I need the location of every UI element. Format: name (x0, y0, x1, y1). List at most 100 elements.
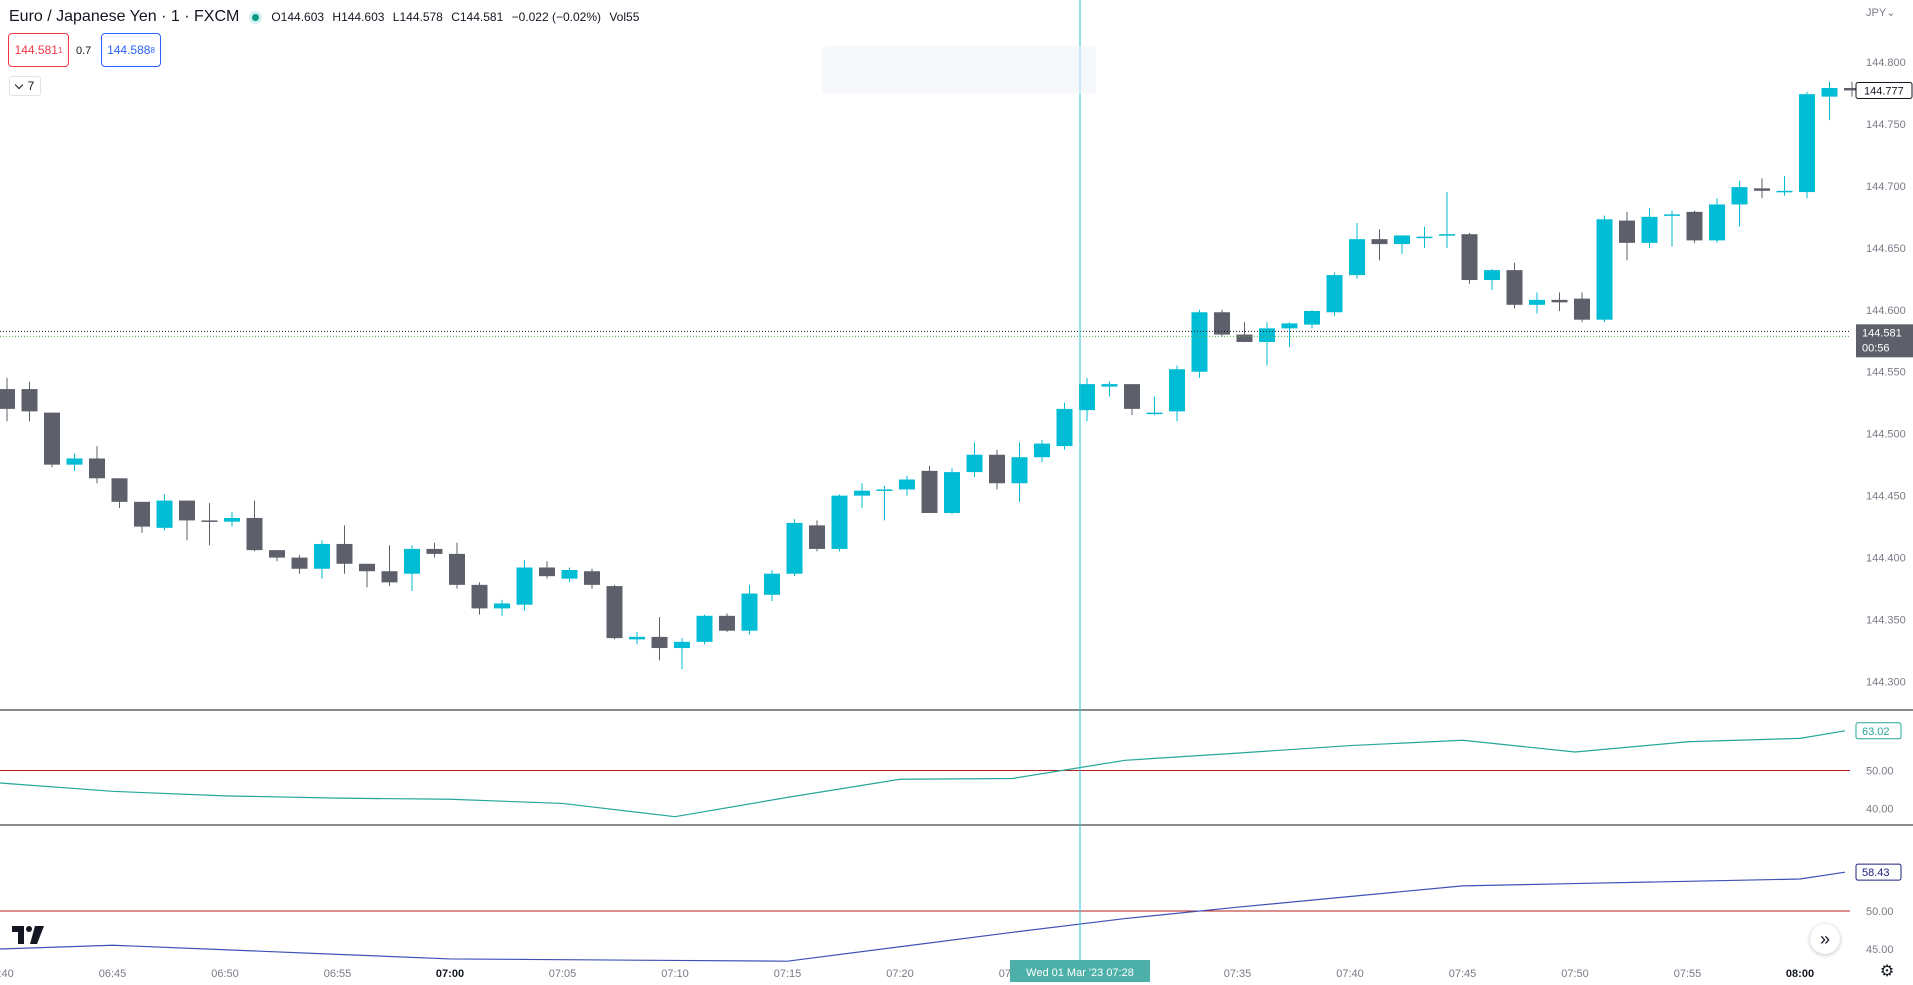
high-value: H144.603 (332, 10, 385, 24)
candle-body (899, 479, 915, 490)
candle-body (1079, 384, 1095, 411)
candle-body (651, 636, 668, 649)
candle-body (719, 615, 735, 631)
candle-body (1236, 334, 1253, 342)
candle-body (561, 569, 578, 579)
buy-price-sup: 8 (150, 45, 155, 55)
candle-body (1551, 299, 1568, 303)
fullscreen-toast (822, 46, 1096, 94)
sell-price: 144.581 (14, 43, 58, 57)
sell-price-sup: 1 (57, 45, 63, 55)
double-chevron-right-icon: » (1819, 928, 1830, 949)
buy-button[interactable]: 144.588 8 (101, 33, 161, 67)
candle-body (944, 472, 960, 513)
countdown-label: 00:56 (1862, 342, 1890, 354)
chevron-down-icon (14, 80, 23, 89)
candle-body (786, 522, 803, 574)
candle-body (1641, 216, 1658, 243)
candle-body (1529, 299, 1545, 305)
sell-button[interactable]: 144.581 1 (8, 33, 69, 67)
close-value: C144.581 (451, 10, 504, 24)
market-status-icon[interactable] (249, 10, 263, 24)
candle-body (111, 478, 128, 502)
candle-body (1776, 190, 1793, 193)
candle-body (674, 641, 690, 649)
price-axis-label: 144.700 (1866, 181, 1906, 193)
time-axis-label: 06:40 (0, 968, 14, 980)
rsi-fast-line (0, 730, 1846, 818)
candle-body (269, 550, 285, 558)
candle-body (1439, 234, 1455, 236)
currency-text: JPY (1866, 7, 1887, 19)
candle-body (1371, 239, 1388, 245)
change-value: −0.022 (−0.02%) (511, 10, 601, 24)
candle-body (1056, 408, 1073, 447)
price-axis-label: 144.450 (1866, 491, 1906, 503)
time-axis-label: 07:00 (436, 968, 464, 980)
candle-body (1214, 312, 1230, 335)
price-marker-label: 144.777 (1864, 85, 1904, 97)
candle-body (156, 500, 173, 528)
candle-body (1731, 187, 1748, 205)
indicators-toggle-button[interactable]: 7 (9, 76, 41, 96)
candle-body (516, 567, 533, 605)
candle-body (449, 553, 465, 585)
price-axis-label: 144.400 (1866, 553, 1906, 565)
candle-body (89, 458, 105, 479)
time-axis-label: 07:15 (774, 968, 802, 980)
candle-body (921, 470, 938, 513)
crosshair-date-label: Wed 01 Mar '23 07:28 (1026, 967, 1134, 979)
buy-price: 144.588 (107, 43, 151, 57)
candle-body (291, 557, 308, 569)
rsi-fast-value-label: 63.02 (1862, 726, 1890, 738)
candle-body (1101, 384, 1118, 387)
spread-value: 0.7 (76, 45, 92, 57)
candle-body (629, 636, 645, 640)
rsi-slow-value-box (1855, 863, 1902, 881)
candle-body (696, 615, 713, 642)
candle-body (1619, 220, 1635, 243)
candle-body (314, 543, 330, 569)
time-axis-label: 06:45 (99, 968, 127, 980)
price-axis-label: 144.500 (1866, 429, 1906, 441)
candle-body (1506, 270, 1523, 305)
settings-gear-icon[interactable]: ⚙ (1879, 963, 1895, 980)
candle-body (1326, 275, 1343, 313)
rsi-fast-axis-label: 40.00 (1866, 803, 1894, 815)
candle-body (809, 525, 825, 549)
price-axis-label: 144.800 (1866, 57, 1906, 69)
candle-body (179, 500, 195, 521)
price-axis-label: 144.600 (1866, 305, 1906, 317)
time-axis-label: 07:50 (1561, 968, 1589, 980)
candle-body (1709, 204, 1725, 241)
candle-body (1799, 94, 1815, 193)
candle-body (1191, 312, 1208, 372)
indicator-count: 7 (27, 79, 35, 93)
time-axis-label: 07:45 (1449, 968, 1477, 980)
ohlc-values: O144.603 H144.603 L144.578 C144.581 −0.0… (271, 10, 644, 24)
candle-body (854, 490, 870, 496)
low-value: L144.578 (392, 10, 443, 24)
candle-body (539, 567, 555, 577)
scroll-to-realtime-button[interactable]: » (1810, 924, 1840, 954)
candle-body (1596, 219, 1613, 320)
candle-body (1281, 323, 1298, 329)
candle-body (831, 495, 848, 549)
tradingview-logo-icon[interactable] (12, 926, 44, 944)
candle-body (494, 603, 510, 609)
candle-body (1124, 384, 1140, 409)
candle-body (1461, 234, 1478, 281)
candle-body (381, 571, 398, 583)
candle-body (1754, 188, 1770, 191)
candle-body (246, 517, 263, 551)
time-axis-label: 08:00 (1786, 968, 1814, 980)
time-axis-label: 07:55 (1674, 968, 1702, 980)
candle-body (359, 563, 375, 572)
candle-body (224, 517, 240, 522)
currency-label[interactable]: JPY⌄ (1866, 7, 1896, 19)
last-price-badge (1856, 324, 1913, 358)
candle-body (1034, 443, 1050, 458)
symbol-title[interactable]: Euro / Japanese Yen · 1 · FXCM (9, 8, 240, 25)
candle-body (1821, 87, 1838, 97)
